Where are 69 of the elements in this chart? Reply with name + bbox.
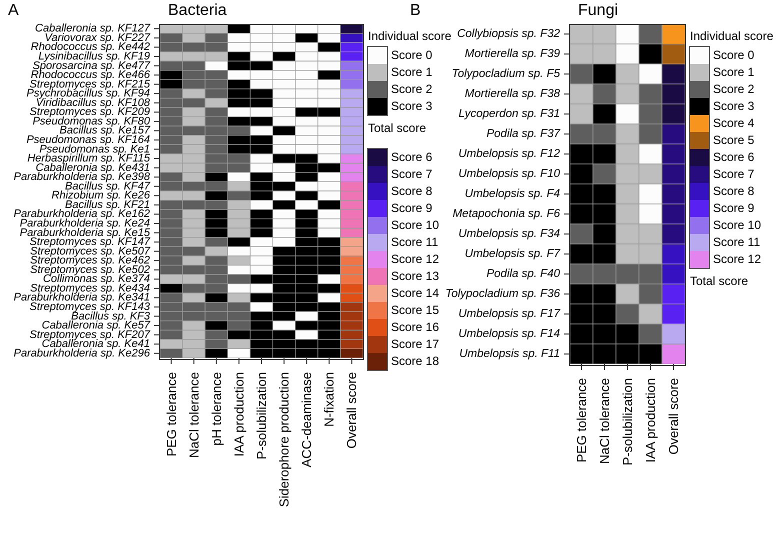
x-tick-label: NaCl tolerance bbox=[597, 378, 612, 464]
color-bar-label: Score 14 bbox=[391, 285, 440, 302]
color-bar-label: Score 8 bbox=[713, 183, 754, 200]
x-tick-label: ACC-deaminase bbox=[299, 372, 314, 468]
chart-title: Bacteria bbox=[168, 2, 227, 20]
color-bar-label: Score 4 bbox=[713, 115, 754, 132]
y-tick-label: Umbelopsis sp. F34 bbox=[458, 228, 560, 240]
color-bar-label: Score 6 bbox=[713, 149, 754, 166]
y-tick-label: Umbelopsis sp. F4 bbox=[464, 188, 560, 200]
y-tick-label: Umbelopsis sp. F14 bbox=[458, 328, 560, 340]
color-bar-label: Score 7 bbox=[713, 166, 754, 183]
x-tick-label: IAA production bbox=[643, 378, 658, 463]
color-bar-label: Score 13 bbox=[391, 268, 440, 285]
x-tick-label: pH tolerance bbox=[208, 372, 224, 446]
y-tick-label: Collybiopsis sp. F32 bbox=[457, 28, 561, 40]
y-tick-label: Podila sp. F40 bbox=[486, 268, 561, 280]
text: Total score bbox=[690, 274, 748, 288]
color-bar-label: Score 10 bbox=[391, 217, 440, 234]
x-tick-label: Overall score bbox=[666, 378, 681, 455]
color-bar-label: Score 9 bbox=[391, 200, 432, 217]
y-tick-label: Podila sp. F37 bbox=[486, 128, 561, 140]
chart-title: Fungi bbox=[578, 2, 618, 20]
x-tick-label: PEG tolerance bbox=[164, 372, 179, 457]
color-bar-label: Score 15 bbox=[391, 302, 440, 319]
x-tick-label: P-solubilization bbox=[254, 372, 269, 460]
color-bar-label: Score 11 bbox=[391, 234, 438, 251]
color-bar-label: Score 9 bbox=[713, 200, 754, 217]
y-tick-label: Umbelopsis sp. F7 bbox=[464, 248, 561, 260]
color-bar-label: Score 17 bbox=[391, 336, 440, 353]
color-bar-label: Score 5 bbox=[713, 132, 754, 149]
x-tick-label: P-solubilization bbox=[620, 378, 635, 466]
y-tick-label: Mortierella sp. F39 bbox=[464, 48, 561, 60]
text: Total score bbox=[368, 121, 426, 135]
color-bar-label: Score 0 bbox=[713, 47, 754, 64]
y-tick-label: Tolypocladium sp. F5 bbox=[452, 68, 561, 80]
color-bar-label: Score 6 bbox=[391, 149, 432, 166]
x-tick-label: NaCl tolerance bbox=[186, 372, 202, 458]
color-bar-label: Score 1 bbox=[713, 64, 754, 81]
color-bar-label: Score 3 bbox=[713, 98, 754, 115]
y-tick-label: Umbelopsis sp. F17 bbox=[458, 308, 561, 320]
color-bar-label: Score 12 bbox=[713, 251, 762, 268]
color-bar-label: Score 1 bbox=[391, 64, 432, 81]
text: B bbox=[410, 2, 421, 20]
color-bar-label: Score 12 bbox=[391, 251, 440, 268]
y-tick-label: Lycoperdon sp. F31 bbox=[458, 108, 560, 120]
color-bar-label: Score 18 bbox=[391, 353, 440, 370]
color-bar-label: Score 10 bbox=[713, 217, 762, 234]
color-bar-label: Score 16 bbox=[391, 319, 440, 336]
y-tick-label: Mortierella sp. F38 bbox=[464, 88, 561, 100]
legend-title: Individual score bbox=[368, 29, 452, 43]
color-bar-label: Score 2 bbox=[391, 81, 432, 98]
x-tick-label: PEG tolerance bbox=[574, 378, 589, 463]
color-bar-label: Score 0 bbox=[391, 47, 432, 64]
color-bar-label: Score 2 bbox=[713, 81, 754, 98]
y-tick-label: Metapochonia sp. F6 bbox=[452, 208, 561, 220]
y-tick-label: Tolypocladium sp. F36 bbox=[445, 288, 561, 300]
x-tick-label: Siderophore production bbox=[276, 372, 292, 508]
color-bar-label: Score 11 bbox=[713, 234, 760, 251]
y-tick-label: Umbelopsis sp. F10 bbox=[458, 168, 561, 180]
text: A bbox=[8, 2, 19, 20]
color-bar-label: Score 8 bbox=[391, 183, 432, 200]
x-tick-label: N-fixation bbox=[322, 372, 337, 427]
legend-title: Individual score bbox=[690, 29, 774, 43]
x-tick-label: IAA production bbox=[231, 372, 246, 457]
y-tick-label: Umbelopsis sp. F12 bbox=[458, 148, 561, 160]
y-tick-label: Umbelopsis sp. F11 bbox=[459, 348, 560, 360]
color-bar-label: Score 7 bbox=[391, 166, 432, 183]
color-bar-label: Score 3 bbox=[391, 98, 432, 115]
x-tick-label: Overall score bbox=[344, 372, 360, 449]
